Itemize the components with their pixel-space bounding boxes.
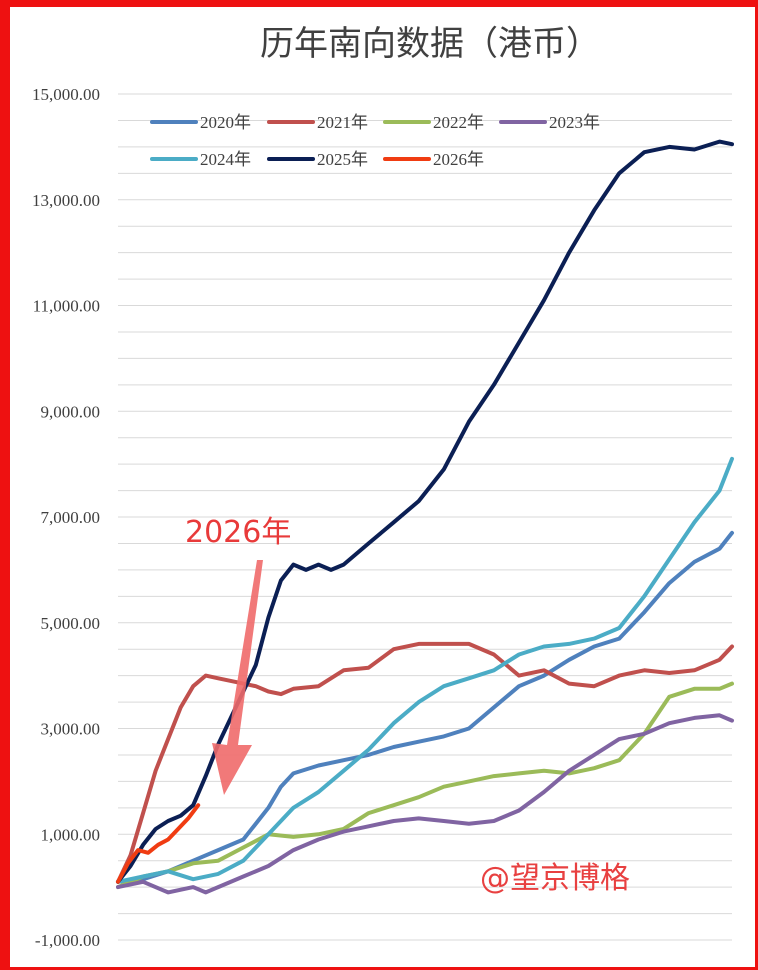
y-tick-label: 3,000.00 xyxy=(41,720,101,739)
legend-item: 2021年 xyxy=(267,113,368,132)
legend-label: 2021年 xyxy=(317,113,368,132)
y-tick-label: 7,000.00 xyxy=(41,508,101,527)
legend-item: 2026年 xyxy=(383,150,484,169)
annotation-2026: 2026年 xyxy=(185,515,291,795)
annotation-arrow-icon xyxy=(212,560,263,795)
legend-item: 2020年 xyxy=(150,113,251,132)
series-line-2021年 xyxy=(116,641,734,884)
legend: 2020年 2021年 2022年 2023年 2024年 2025年 2026年 xyxy=(150,113,600,169)
y-tick-label: 15,000.00 xyxy=(32,85,100,104)
y-tick-label: 1,000.00 xyxy=(41,825,101,844)
legend-label: 2026年 xyxy=(433,150,484,169)
legend-item: 2025年 xyxy=(267,150,368,169)
legend-label: 2022年 xyxy=(433,113,484,132)
legend-label: 2024年 xyxy=(200,150,251,169)
series-line-2022年 xyxy=(116,681,734,890)
series-line-2024年 xyxy=(116,456,734,884)
y-tick-label: 13,000.00 xyxy=(32,191,100,210)
series-line-2026年 xyxy=(116,803,201,884)
legend-label: 2025年 xyxy=(317,150,368,169)
y-tick-label: 5,000.00 xyxy=(41,614,101,633)
legend-label: 2023年 xyxy=(549,113,600,132)
chart-title: 历年南向数据（港币） xyxy=(260,24,600,64)
series-lines xyxy=(116,139,734,895)
legend-label: 2020年 xyxy=(200,113,251,132)
legend-item: 2023年 xyxy=(499,113,600,132)
legend-item: 2024年 xyxy=(150,150,251,169)
series-line-2023年 xyxy=(116,713,734,895)
y-tick-label: 11,000.00 xyxy=(33,297,100,316)
y-axis-ticks: -1,000.00 1,000.00 3,000.00 5,000.00 7,000.0… xyxy=(32,85,100,950)
legend-item: 2022年 xyxy=(383,113,484,132)
series-line-2025年 xyxy=(116,139,734,884)
gridlines xyxy=(118,93,732,941)
series-line-2020年 xyxy=(116,530,734,884)
annotation-label: 2026年 xyxy=(185,515,291,550)
watermark: @望京博格 xyxy=(480,861,630,896)
y-tick-label: -1,000.00 xyxy=(35,931,100,950)
y-tick-label: 9,000.00 xyxy=(41,402,101,421)
